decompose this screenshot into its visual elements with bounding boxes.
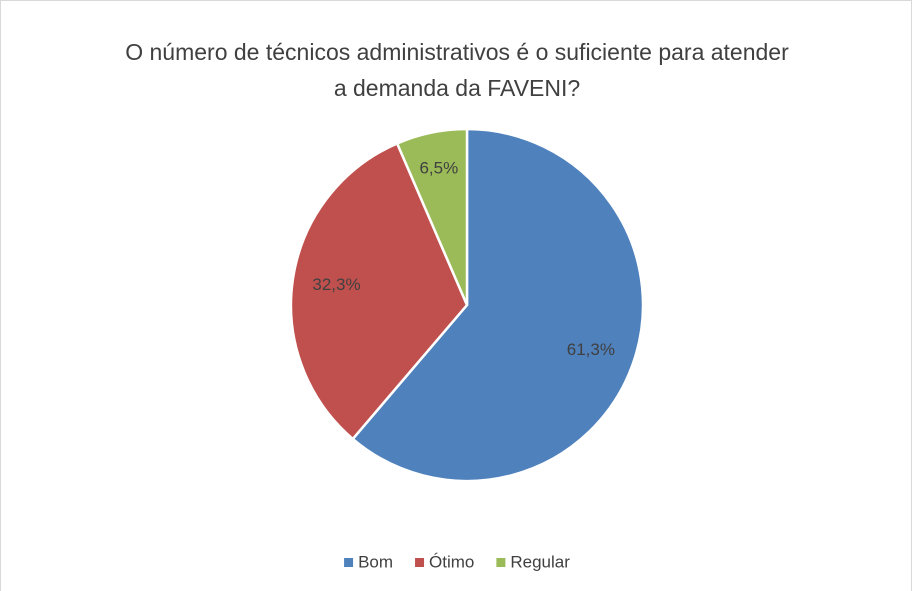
data-label: 32,3%	[312, 275, 360, 294]
pie-slice	[395, 127, 469, 306]
legend-label: Bom	[358, 552, 393, 571]
legend-swatch	[415, 558, 425, 567]
legend-label: Ótimo	[429, 552, 474, 571]
legend-swatch	[496, 558, 506, 567]
pie-slice	[351, 127, 645, 483]
pie-slice	[289, 141, 469, 441]
legend-swatch	[344, 558, 354, 567]
data-label: 6,5%	[419, 158, 458, 177]
chart-title: O número de técnicos administrativos é o…	[125, 39, 789, 101]
data-label: 61,3%	[567, 340, 615, 359]
legend-label: Regular	[510, 552, 570, 571]
